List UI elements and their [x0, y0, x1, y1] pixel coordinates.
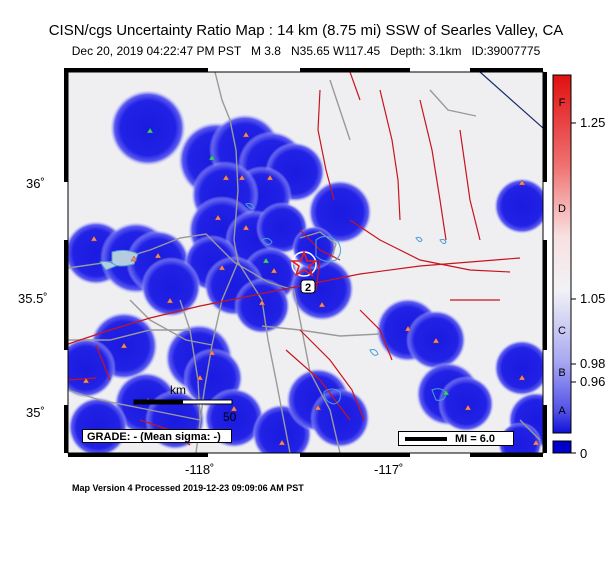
colorbar-value-1: 1.25: [580, 115, 605, 130]
lakes: [99, 203, 447, 405]
colorbar-letter-f: F: [559, 97, 566, 109]
colorbar-letter-c: C: [558, 325, 566, 337]
colorbar: [552, 74, 576, 454]
map-frame: [64, 68, 547, 457]
lat-label-36: 36˚: [26, 176, 45, 191]
colorbar-letter-d: D: [558, 203, 566, 215]
lat-label-35: 35˚: [26, 405, 45, 420]
colorbar-value-4: 0.96: [580, 374, 605, 389]
colorbar-letter-b: B: [558, 367, 565, 379]
state-boundary: [479, 72, 543, 129]
map-version-footer: Map Version 4 Processed 2019-12-23 09:09…: [72, 483, 304, 493]
colorbar-value-5: 0: [580, 446, 587, 461]
colorbar-letter-a: A: [558, 405, 566, 417]
mi-label: MI = 6.0: [455, 433, 496, 445]
roads: [68, 72, 541, 453]
colorbar-value-2: 1.05: [580, 291, 605, 306]
epicenter-star-icon: [289, 249, 319, 277]
mi-legend: MI = 6.0: [398, 431, 514, 446]
mi-bar: [405, 437, 447, 441]
colorbar-value-3: 0.98: [580, 356, 605, 371]
lon-label-117: -117˚: [374, 462, 404, 477]
station-label-box: [300, 279, 316, 294]
lon-label-118: -118˚: [185, 462, 215, 477]
lat-label-35-5: 35.5˚: [18, 291, 48, 306]
station-label: 2: [305, 282, 311, 294]
scale-bar: [133, 399, 233, 405]
grade-legend: GRADE: - (Mean sigma: -): [82, 429, 232, 443]
scale-value: 50: [223, 410, 237, 424]
scale-unit: km: [170, 383, 186, 397]
map-title: CISN/cgs Uncertainty Ratio Map : 14 km (…: [48, 22, 564, 39]
event-info: Dec 20, 2019 04:22:47 PM PST M 3.8 N35.6…: [71, 44, 541, 58]
